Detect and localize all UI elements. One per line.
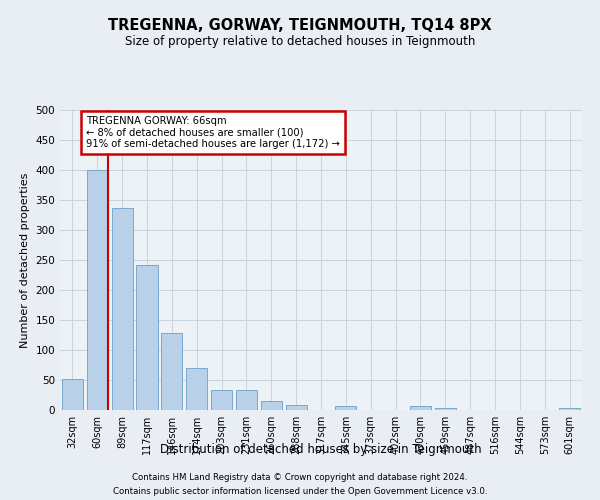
Bar — [161, 333, 182, 410]
Bar — [261, 401, 282, 410]
Y-axis label: Number of detached properties: Number of detached properties — [20, 172, 30, 348]
Text: Distribution of detached houses by size in Teignmouth: Distribution of detached houses by size … — [160, 444, 482, 456]
Text: Contains HM Land Registry data © Crown copyright and database right 2024.: Contains HM Land Registry data © Crown c… — [132, 473, 468, 482]
Bar — [211, 390, 232, 410]
Bar — [186, 368, 207, 410]
Bar — [62, 379, 83, 410]
Text: Contains public sector information licensed under the Open Government Licence v3: Contains public sector information licen… — [113, 486, 487, 496]
Text: TREGENNA GORWAY: 66sqm
← 8% of detached houses are smaller (100)
91% of semi-det: TREGENNA GORWAY: 66sqm ← 8% of detached … — [86, 116, 340, 149]
Bar — [435, 408, 456, 410]
Bar — [236, 390, 257, 410]
Bar — [286, 405, 307, 410]
Bar — [335, 406, 356, 410]
Bar — [136, 266, 158, 410]
Bar — [112, 208, 133, 410]
Bar — [87, 170, 108, 410]
Bar — [559, 408, 580, 410]
Text: Size of property relative to detached houses in Teignmouth: Size of property relative to detached ho… — [125, 35, 475, 48]
Bar — [410, 406, 431, 410]
Text: TREGENNA, GORWAY, TEIGNMOUTH, TQ14 8PX: TREGENNA, GORWAY, TEIGNMOUTH, TQ14 8PX — [108, 18, 492, 32]
